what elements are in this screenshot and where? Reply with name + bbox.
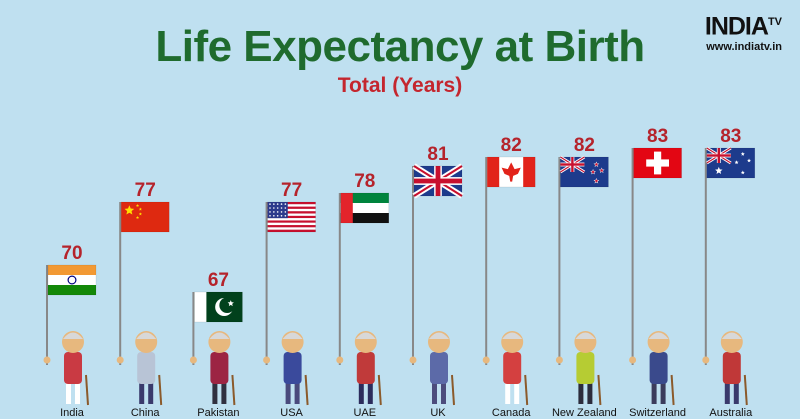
elderly-person-icon <box>281 331 309 406</box>
flag-pole <box>558 157 561 365</box>
hand <box>555 356 563 364</box>
uae-flag-icon <box>340 192 390 224</box>
elderly-person-icon <box>574 331 602 406</box>
hand <box>702 356 710 364</box>
flag-pole <box>119 202 122 365</box>
hand <box>116 356 124 364</box>
logo-main-text: INDIA <box>704 12 769 41</box>
category-label: Australia <box>709 407 753 419</box>
category-label: UAE <box>353 407 376 419</box>
india-flag-icon <box>47 264 97 296</box>
category-label: Pakistan <box>197 407 239 419</box>
bar-canada: 82 Canada <box>482 135 536 419</box>
elderly-person-icon <box>647 331 675 406</box>
flag-pole <box>46 265 48 365</box>
switzerland-flag-icon <box>633 147 682 179</box>
australia-flag-icon <box>706 146 756 179</box>
value-label: 77 <box>281 180 302 201</box>
elderly-person-icon <box>501 331 529 406</box>
chart-subtitle: Total (Years) <box>337 74 463 97</box>
bar-uk: 81 UK <box>409 144 464 419</box>
category-label: China <box>131 407 161 419</box>
flag-pole <box>338 193 341 365</box>
category-label: India <box>60 407 85 419</box>
flag-pole <box>485 157 488 365</box>
value-label: 78 <box>354 171 375 192</box>
china-flag-icon <box>120 201 170 233</box>
bar-india: 70 India <box>43 243 97 419</box>
uk-flag-icon <box>412 163 464 199</box>
elderly-person-icon <box>720 331 748 406</box>
value-label: 83 <box>647 126 668 147</box>
bar-australia: 83 Australia <box>702 126 756 419</box>
hand <box>189 356 197 364</box>
value-label: 81 <box>427 144 449 165</box>
hand <box>629 356 637 364</box>
canada-flag-icon <box>486 156 536 188</box>
category-label: UK <box>430 407 446 419</box>
flag-pole <box>265 202 268 365</box>
flag-pole <box>192 292 195 365</box>
hand <box>482 356 490 364</box>
new-zealand-flag-icon <box>559 155 609 188</box>
category-label: Switzerland <box>629 407 686 419</box>
category-label: USA <box>280 407 303 419</box>
value-label: 83 <box>720 126 741 147</box>
pakistan-flag-icon <box>194 291 243 323</box>
bar-new-zealand: 82 New Zealand <box>552 135 617 419</box>
elderly-person-icon <box>208 331 236 406</box>
bar-pakistan: 67 Pakistan <box>189 270 243 419</box>
value-label: 82 <box>501 135 522 156</box>
logo-url: www.indiatv.in <box>706 41 782 54</box>
value-label: 70 <box>61 243 82 264</box>
usa-flag-icon <box>267 201 316 233</box>
flag-pole <box>704 148 707 365</box>
chart-title: Life Expectancy at Birth <box>155 22 645 71</box>
elderly-person-icon <box>354 331 382 406</box>
category-label: Canada <box>492 407 531 419</box>
flag-pole <box>631 148 634 365</box>
elderly-person-icon <box>62 331 89 406</box>
bar-switzerland: 83 Switzerland <box>629 126 686 419</box>
value-label: 67 <box>208 270 229 291</box>
india-tv-logo: INDIATV www.indiatv.in <box>686 8 782 54</box>
hand <box>43 356 51 364</box>
bar-usa: 77 USA <box>263 180 316 419</box>
hand <box>409 356 417 364</box>
hand <box>263 356 271 364</box>
category-label: New Zealand <box>552 407 617 419</box>
elderly-person-icon <box>135 331 163 406</box>
elderly-person-icon <box>428 331 455 406</box>
logo-wordmark: INDIATV <box>686 8 782 40</box>
value-label: 82 <box>574 135 595 156</box>
hand <box>336 356 344 364</box>
bar-china: 77 China <box>116 180 170 419</box>
bar-uae: 78 UAE <box>336 171 390 419</box>
value-label: 77 <box>135 180 156 201</box>
flag-pole <box>412 166 414 365</box>
logo-tv-text: TV <box>767 16 782 28</box>
